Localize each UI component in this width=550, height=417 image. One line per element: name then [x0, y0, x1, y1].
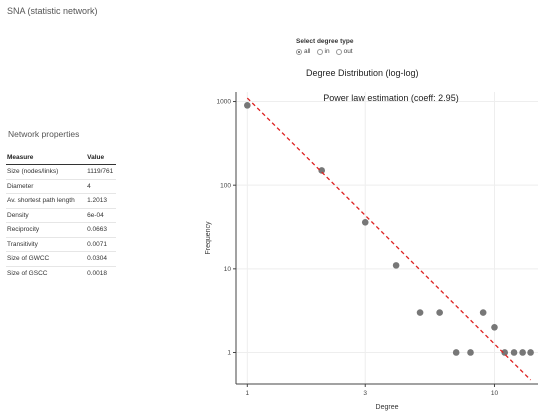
measure-cell: Diameter: [6, 178, 80, 194]
data-point: [452, 349, 460, 356]
data-point: [519, 349, 526, 356]
y-tick-label: 1000: [217, 99, 232, 106]
value-cell: 1.2013: [79, 193, 116, 208]
data-point: [510, 349, 518, 356]
table-row: Size (nodes/links) 1119/761: [6, 165, 116, 180]
column-header-measure: Measure: [6, 152, 80, 165]
radio-in-indicator[interactable]: [316, 48, 323, 55]
data-point: [416, 309, 424, 316]
degree-type-label: Select degree type: [296, 38, 354, 45]
table-row: Transitivity 0.0071: [6, 236, 116, 252]
network-properties-table: Measure Value Size (nodes/links) 1119/761…: [6, 152, 116, 281]
measure-cell: Size (nodes/links): [7, 168, 59, 176]
value-cell: 0.0018: [79, 265, 116, 281]
data-point: [467, 349, 474, 356]
value-cell: 0.0304: [79, 251, 116, 266]
table-row: Density 6e-04: [6, 207, 116, 223]
power-law-annotation: Power law estimation (coeff: 2.95): [323, 93, 458, 103]
x-tick-label: 3: [363, 390, 367, 397]
column-header-value: Value: [79, 152, 116, 165]
data-point: [527, 349, 534, 356]
y-axis-label: Frequency: [205, 221, 212, 255]
power-law-fit-line: [246, 97, 532, 381]
radio-out-label: out: [343, 48, 353, 55]
data-point: [436, 309, 443, 316]
measure-cell: Av. shortest path length: [6, 193, 80, 208]
y-tick-label: 100: [220, 182, 231, 189]
table-row: Av. shortest path length 1.2013: [6, 193, 116, 208]
degree-type-select: Select degree type all in out: [296, 38, 353, 55]
radio-all-indicator[interactable]: [296, 48, 302, 55]
radio-out-indicator[interactable]: [335, 48, 342, 55]
data-point: [479, 309, 487, 316]
measure-cell: Size of GSCC: [6, 265, 80, 281]
measure-cell: Transitivity: [6, 236, 80, 252]
value-cell: 0.0663: [79, 222, 116, 237]
table-row: Diameter 4: [6, 178, 116, 194]
y-tick-label: 1: [227, 350, 231, 357]
radio-in-label: in: [324, 48, 330, 55]
radio-in[interactable]: in: [316, 48, 330, 55]
x-tick-label: 1: [245, 390, 249, 397]
data-point: [244, 102, 251, 109]
chart-title: Degree Distribution (log-log): [306, 68, 419, 78]
value-cell: 4: [79, 178, 116, 194]
measure-cell: Reciprocity: [6, 222, 80, 237]
data-point: [392, 262, 400, 269]
table-row: Size of GSCC 0.0018: [6, 265, 116, 281]
table-row: Reciprocity 0.0663: [6, 222, 116, 237]
measure-cell: Density: [6, 207, 80, 223]
degree-distribution-chart: 1 3 10 1 10 100 1000 Degree Frequency Power law e…: [205, 92, 538, 411]
radio-all[interactable]: all: [296, 48, 311, 55]
value-cell: 1119/761: [87, 168, 114, 176]
radio-out[interactable]: out: [335, 48, 353, 55]
value-cell: 0.0071: [79, 236, 116, 252]
app-title: SNA (statistic network): [7, 6, 98, 16]
table-row: Size of GWCC 0.0304: [6, 251, 116, 266]
data-point: [318, 167, 326, 174]
data-point: [491, 324, 498, 331]
y-tick-label: 10: [224, 266, 232, 273]
table-header-row: Measure Value: [6, 152, 116, 165]
radio-all-label: all: [304, 48, 311, 55]
measure-cell: Size of GWCC: [6, 251, 80, 266]
x-tick-label: 10: [491, 390, 499, 397]
network-properties-title: Network properties: [8, 129, 80, 139]
x-axis-label: Degree: [376, 404, 399, 411]
degree-type-radio-group: all in out: [296, 48, 353, 55]
data-point: [361, 218, 369, 226]
data-point: [501, 349, 509, 356]
value-cell: 6e-04: [79, 207, 116, 223]
